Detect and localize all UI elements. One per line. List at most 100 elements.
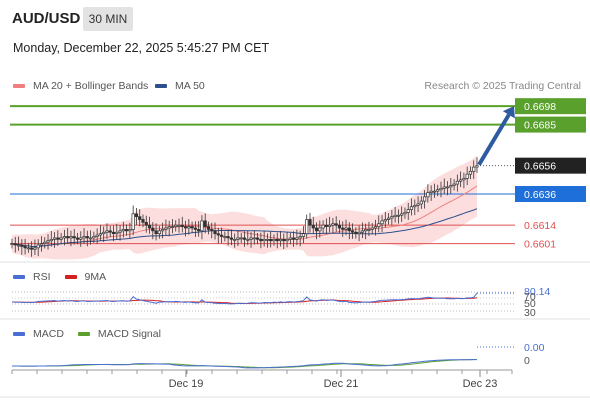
candle-body bbox=[229, 237, 233, 240]
candle-body bbox=[429, 190, 433, 193]
candle-body bbox=[426, 192, 430, 198]
candle-body bbox=[193, 227, 197, 230]
candles-layer bbox=[10, 157, 479, 257]
legend-macd-signal-label: MACD Signal bbox=[97, 328, 161, 340]
candle-body bbox=[206, 226, 211, 230]
x-axis-layer: Dec 19 Dec 21 Dec 23 bbox=[11, 369, 513, 390]
candle-body bbox=[324, 224, 328, 227]
candle-body bbox=[138, 216, 142, 220]
candle-body bbox=[295, 237, 299, 240]
ma50-line bbox=[11, 208, 478, 248]
price-tags-layer: 0.6698 0.6685 0.6636 0.6614 0.6601 0.6656 bbox=[515, 98, 586, 251]
candle-body bbox=[180, 224, 184, 227]
level-tag-0.6614: 0.6614 bbox=[524, 220, 556, 232]
candle-body bbox=[475, 165, 479, 168]
macd-zero-label: 0 bbox=[524, 355, 530, 367]
candle-body bbox=[102, 231, 106, 235]
forecast-arrow-layer bbox=[477, 106, 515, 166]
candle-body bbox=[108, 230, 112, 233]
candle-body bbox=[413, 204, 417, 208]
candle-body bbox=[318, 227, 322, 232]
legend-macd-label: MACD bbox=[33, 328, 64, 340]
legend-ma20: MA 20 + Bollinger Bands bbox=[13, 80, 148, 92]
candle-body bbox=[118, 230, 122, 233]
candle-body bbox=[468, 170, 473, 175]
candle-body bbox=[370, 227, 374, 230]
candle-body bbox=[459, 179, 463, 182]
level-tag-0.6685: 0.6685 bbox=[524, 120, 556, 132]
candle-body bbox=[344, 227, 348, 230]
candle-body bbox=[380, 220, 384, 225]
candle-body bbox=[151, 227, 155, 232]
candle-body bbox=[262, 238, 266, 242]
candle-body bbox=[66, 236, 70, 239]
candle-body bbox=[439, 187, 443, 191]
candle-body bbox=[341, 227, 345, 230]
x-tick-label-Dec 23: Dec 23 bbox=[463, 378, 498, 390]
candle-body bbox=[275, 238, 279, 242]
candle-body bbox=[92, 236, 96, 239]
candle-body bbox=[419, 200, 423, 205]
candle-body bbox=[144, 221, 148, 226]
candle-body bbox=[328, 224, 332, 227]
candle-body bbox=[282, 238, 286, 242]
candle-body bbox=[128, 229, 132, 232]
candle-body bbox=[82, 236, 86, 239]
level-tag-0.6636-box bbox=[515, 186, 586, 202]
candle-body bbox=[350, 230, 355, 233]
ma20-swatch-icon bbox=[13, 84, 25, 88]
candle-body bbox=[197, 229, 201, 232]
candle-body bbox=[390, 216, 394, 219]
candle-body bbox=[33, 247, 37, 250]
candle-body bbox=[347, 227, 351, 232]
candle-body bbox=[462, 178, 466, 181]
candle-body bbox=[131, 213, 135, 230]
candle-body bbox=[183, 226, 188, 229]
candle-body bbox=[121, 229, 125, 232]
candle-body bbox=[386, 217, 391, 220]
candle-body bbox=[170, 226, 175, 228]
candle-body bbox=[285, 238, 289, 242]
rsi-level-label-70: 70 bbox=[524, 291, 536, 303]
candle-body bbox=[219, 234, 224, 237]
rsi-line bbox=[11, 292, 478, 305]
candle-body bbox=[278, 238, 283, 242]
candle-body bbox=[403, 212, 407, 215]
timeframe-badge[interactable]: 30 MIN bbox=[83, 7, 133, 31]
level-tag-0.6685-box bbox=[515, 116, 586, 133]
forecast-arrow-shaft bbox=[477, 113, 511, 166]
candle-body bbox=[187, 226, 191, 229]
candle-body bbox=[43, 241, 47, 244]
candle-body bbox=[301, 233, 306, 237]
datetime-label: Monday, December 22, 2025 5:45:27 PM CET bbox=[13, 41, 270, 55]
chart-header: AUD/USD 30 MIN Monday, December 22, 2025… bbox=[0, 0, 590, 70]
candle-body bbox=[452, 183, 456, 186]
candle-body bbox=[115, 231, 119, 235]
candle-body bbox=[226, 236, 230, 239]
candle-body bbox=[272, 238, 276, 242]
candle-body bbox=[95, 234, 99, 237]
candle-body bbox=[265, 238, 270, 241]
candle-body bbox=[147, 224, 152, 229]
macd-line bbox=[12, 359, 477, 369]
levels-layer bbox=[10, 105, 515, 245]
candle-body bbox=[157, 230, 161, 235]
candle-body bbox=[174, 224, 178, 227]
candle-body bbox=[23, 246, 27, 249]
candle-body bbox=[308, 219, 312, 226]
candle-body bbox=[259, 238, 263, 242]
current-price-tag-box bbox=[515, 157, 586, 174]
candle-body bbox=[39, 243, 44, 246]
macd-layer: 0.000 bbox=[12, 342, 545, 369]
candle-body bbox=[383, 219, 387, 222]
candle-body bbox=[167, 226, 171, 229]
candle-body bbox=[314, 227, 319, 232]
x-tick-label-Dec 19: Dec 19 bbox=[169, 378, 204, 390]
candle-body bbox=[111, 231, 116, 235]
candle-body bbox=[373, 226, 378, 229]
candle-body bbox=[98, 233, 103, 236]
candle-body bbox=[69, 236, 73, 239]
candle-body bbox=[396, 214, 401, 217]
candle-body bbox=[246, 238, 250, 241]
